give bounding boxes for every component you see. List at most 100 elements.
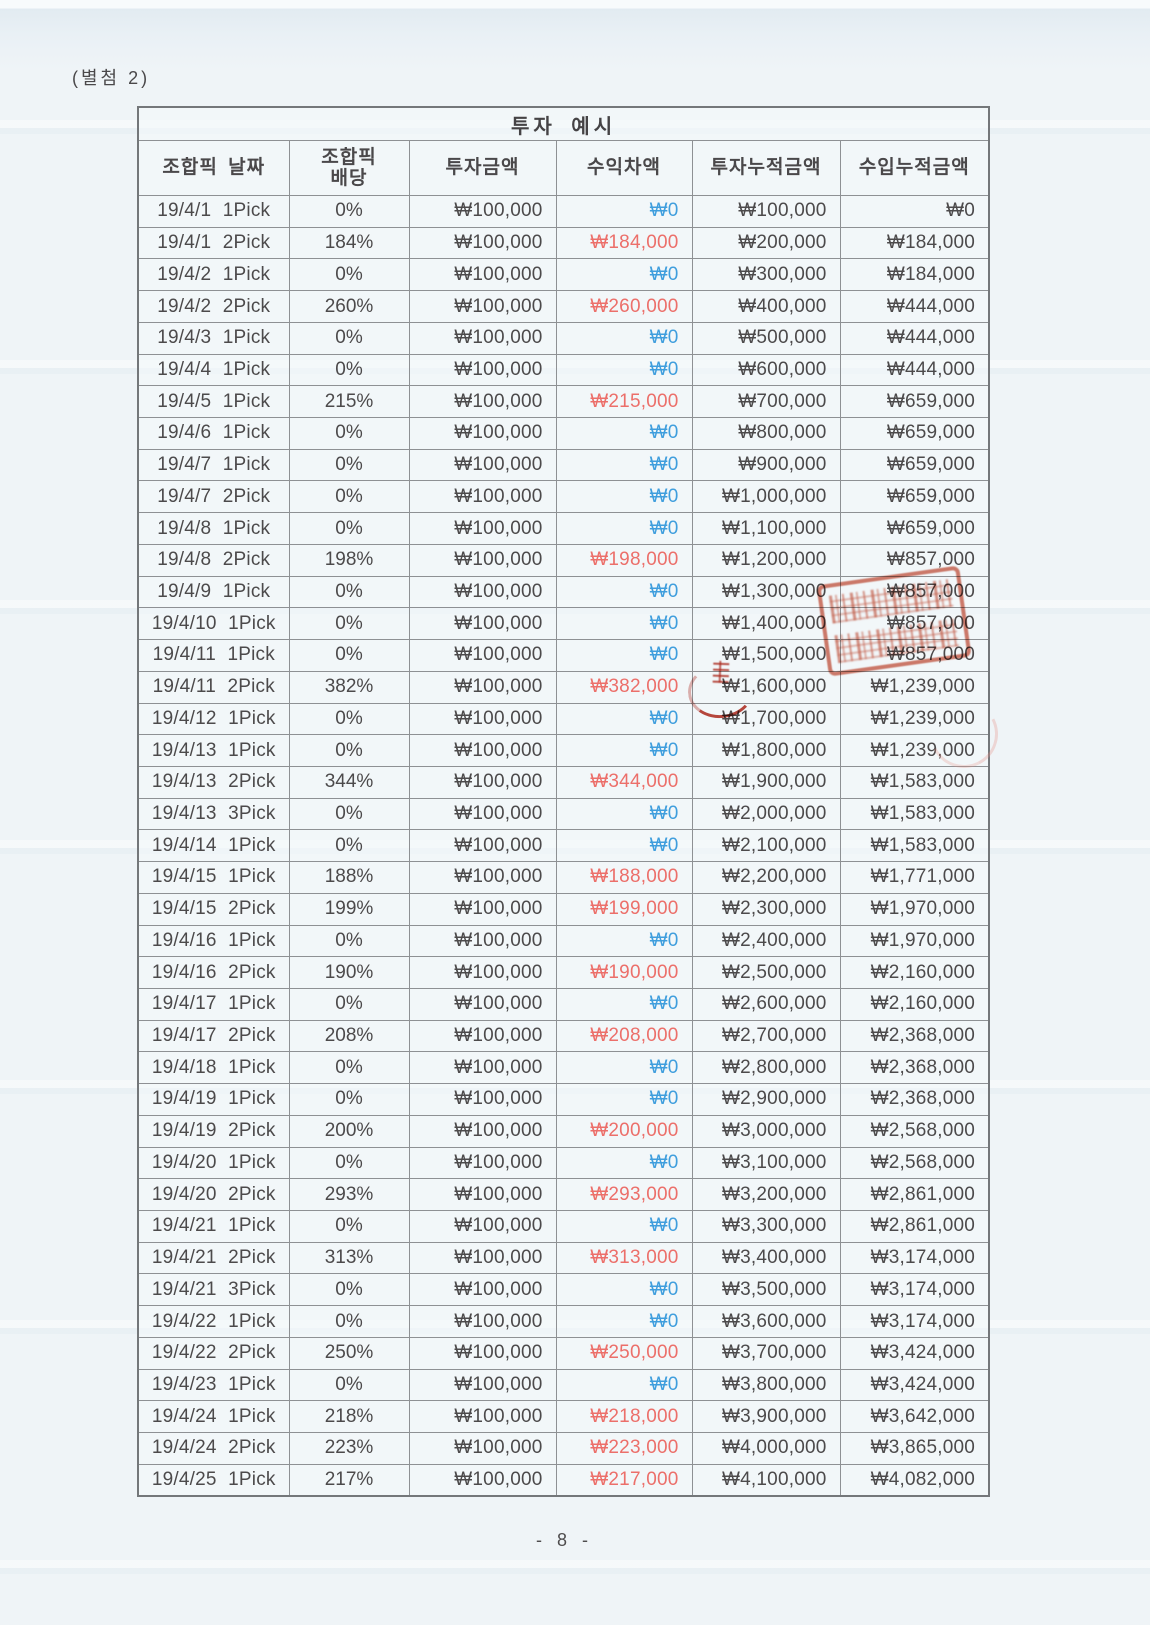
cell-cumulative-income: ₩1,970,000 (839, 924, 990, 958)
col-header-cumulative-income: 수입누적금액 (839, 140, 990, 196)
cell-profit-diff: ₩199,000 (555, 892, 693, 926)
cell-dividend-rate: 0% (288, 448, 410, 482)
cell-invest-amount: ₩100,000 (408, 1336, 557, 1370)
table-row: 19/4/10 1Pick 0% ₩100,000 ₩0 ₩1,400,000 … (137, 607, 990, 641)
page-number: - 8 - (535, 1530, 589, 1550)
cell-invest-amount: ₩100,000 (408, 290, 557, 323)
cell-pick-date: 19/4/13 3Pick (137, 797, 290, 831)
col-header-pick-date: 조합픽 날짜 (137, 140, 290, 196)
table-row: 19/4/25 1Pick 217% ₩100,000 ₩217,000 ₩4,… (137, 1463, 990, 1497)
cell-cumulative-invest: ₩1,200,000 (691, 543, 841, 577)
cell-dividend-rate: 344% (288, 765, 410, 799)
cell-invest-amount: ₩100,000 (408, 956, 557, 989)
cell-pick-date: 19/4/2 2Pick (137, 290, 290, 323)
cell-dividend-rate: 0% (288, 575, 410, 609)
cell-cumulative-invest: ₩300,000 (691, 258, 841, 292)
cell-dividend-rate: 223% (288, 1432, 410, 1465)
cell-pick-date: 19/4/8 1Pick (137, 512, 290, 545)
cell-pick-date: 19/4/6 1Pick (137, 417, 290, 450)
table-row: 19/4/21 1Pick 0% ₩100,000 ₩0 ₩3,300,000 … (137, 1210, 990, 1243)
cell-invest-amount: ₩100,000 (408, 575, 557, 609)
cell-dividend-rate: 0% (288, 480, 410, 514)
cell-profit-diff: ₩208,000 (555, 1019, 693, 1053)
cell-profit-diff: ₩0 (555, 734, 693, 767)
cell-invest-amount: ₩100,000 (408, 797, 557, 831)
cell-cumulative-invest: ₩4,100,000 (691, 1463, 841, 1497)
cell-profit-diff: ₩0 (555, 702, 693, 736)
cell-cumulative-income: ₩659,000 (839, 512, 990, 545)
cell-invest-amount: ₩100,000 (408, 226, 557, 260)
cell-cumulative-invest: ₩3,900,000 (691, 1400, 841, 1434)
cell-dividend-rate: 0% (288, 1210, 410, 1243)
cell-invest-amount: ₩100,000 (408, 987, 557, 1021)
cell-cumulative-invest: ₩600,000 (691, 353, 841, 387)
cell-pick-date: 19/4/3 1Pick (137, 321, 290, 355)
cell-cumulative-invest: ₩200,000 (691, 226, 841, 260)
cell-cumulative-invest: ₩1,400,000 (691, 607, 841, 641)
cell-cumulative-income: ₩2,861,000 (839, 1210, 990, 1243)
cell-pick-date: 19/4/20 1Pick (137, 1146, 290, 1180)
table-row: 19/4/13 3Pick 0% ₩100,000 ₩0 ₩2,000,000 … (137, 797, 990, 831)
cell-cumulative-income: ₩2,160,000 (839, 987, 990, 1021)
table-title: 투자 예시 (137, 106, 990, 141)
cell-profit-diff: ₩0 (555, 353, 693, 387)
cell-dividend-rate: 0% (288, 639, 410, 672)
cell-profit-diff: ₩218,000 (555, 1400, 693, 1434)
cell-pick-date: 19/4/21 1Pick (137, 1210, 290, 1243)
cell-invest-amount: ₩100,000 (408, 258, 557, 292)
cell-dividend-rate: 0% (288, 321, 410, 355)
cell-dividend-rate: 0% (288, 417, 410, 450)
table-row: 19/4/7 1Pick 0% ₩100,000 ₩0 ₩900,000 ₩65… (137, 448, 990, 482)
cell-invest-amount: ₩100,000 (408, 480, 557, 514)
cell-profit-diff: ₩0 (555, 639, 693, 672)
table-row: 19/4/6 1Pick 0% ₩100,000 ₩0 ₩800,000 ₩65… (137, 417, 990, 450)
stamp-glyph-line (834, 618, 960, 664)
cell-cumulative-income: ₩0 (839, 195, 990, 228)
cell-cumulative-income: ₩3,424,000 (839, 1336, 990, 1370)
table-row: 19/4/12 1Pick 0% ₩100,000 ₩0 ₩1,700,000 … (137, 702, 990, 736)
col-header-invest-amount: 투자금액 (408, 140, 557, 196)
cell-dividend-rate: 0% (288, 987, 410, 1021)
table-row: 19/4/22 2Pick 250% ₩100,000 ₩250,000 ₩3,… (137, 1336, 990, 1370)
cell-profit-diff: ₩0 (555, 321, 693, 355)
cell-cumulative-invest: ₩800,000 (691, 417, 841, 450)
table-row: 19/4/24 1Pick 218% ₩100,000 ₩218,000 ₩3,… (137, 1400, 990, 1434)
cell-cumulative-invest: ₩700,000 (691, 385, 841, 419)
cell-invest-amount: ₩100,000 (408, 1400, 557, 1434)
cell-invest-amount: ₩100,000 (408, 639, 557, 672)
cell-profit-diff: ₩0 (555, 195, 693, 228)
table-row: 19/4/1 1Pick 0% ₩100,000 ₩0 ₩100,000 ₩0 (137, 195, 990, 228)
cell-pick-date: 19/4/20 2Pick (137, 1178, 290, 1211)
cell-cumulative-invest: ₩2,000,000 (691, 797, 841, 831)
cell-cumulative-invest: ₩3,100,000 (691, 1146, 841, 1180)
cell-cumulative-invest: ₩2,700,000 (691, 1019, 841, 1053)
cell-dividend-rate: 218% (288, 1400, 410, 1434)
cell-pick-date: 19/4/21 3Pick (137, 1273, 290, 1307)
cell-dividend-rate: 0% (288, 1083, 410, 1116)
cell-profit-diff: ₩0 (555, 1051, 693, 1085)
table-row: 19/4/22 1Pick 0% ₩100,000 ₩0 ₩3,600,000 … (137, 1305, 990, 1338)
cell-pick-date: 19/4/22 2Pick (137, 1336, 290, 1370)
cell-dividend-rate: 0% (288, 607, 410, 641)
table-row: 19/4/15 2Pick 199% ₩100,000 ₩199,000 ₩2,… (137, 892, 990, 926)
cell-pick-date: 19/4/17 2Pick (137, 1019, 290, 1053)
cell-invest-amount: ₩100,000 (408, 1210, 557, 1243)
cell-profit-diff: ₩250,000 (555, 1336, 693, 1370)
cell-dividend-rate: 0% (288, 353, 410, 387)
cell-cumulative-invest: ₩2,800,000 (691, 1051, 841, 1085)
cell-dividend-rate: 200% (288, 1114, 410, 1148)
cell-dividend-rate: 208% (288, 1019, 410, 1053)
cell-cumulative-invest: ₩2,600,000 (691, 987, 841, 1021)
table-row: 19/4/8 1Pick 0% ₩100,000 ₩0 ₩1,100,000 ₩… (137, 512, 990, 545)
cell-pick-date: 19/4/11 1Pick (137, 639, 290, 672)
cell-cumulative-invest: ₩100,000 (691, 195, 841, 228)
table-row: 19/4/5 1Pick 215% ₩100,000 ₩215,000 ₩700… (137, 385, 990, 419)
cell-invest-amount: ₩100,000 (408, 385, 557, 419)
cell-pick-date: 19/4/5 1Pick (137, 385, 290, 419)
cell-cumulative-income: ₩3,174,000 (839, 1273, 990, 1307)
cell-cumulative-income: ₩1,583,000 (839, 797, 990, 831)
cell-dividend-rate: 293% (288, 1178, 410, 1211)
cell-cumulative-invest: ₩400,000 (691, 290, 841, 323)
table-row: 19/4/17 2Pick 208% ₩100,000 ₩208,000 ₩2,… (137, 1019, 990, 1053)
cell-dividend-rate: 0% (288, 924, 410, 958)
